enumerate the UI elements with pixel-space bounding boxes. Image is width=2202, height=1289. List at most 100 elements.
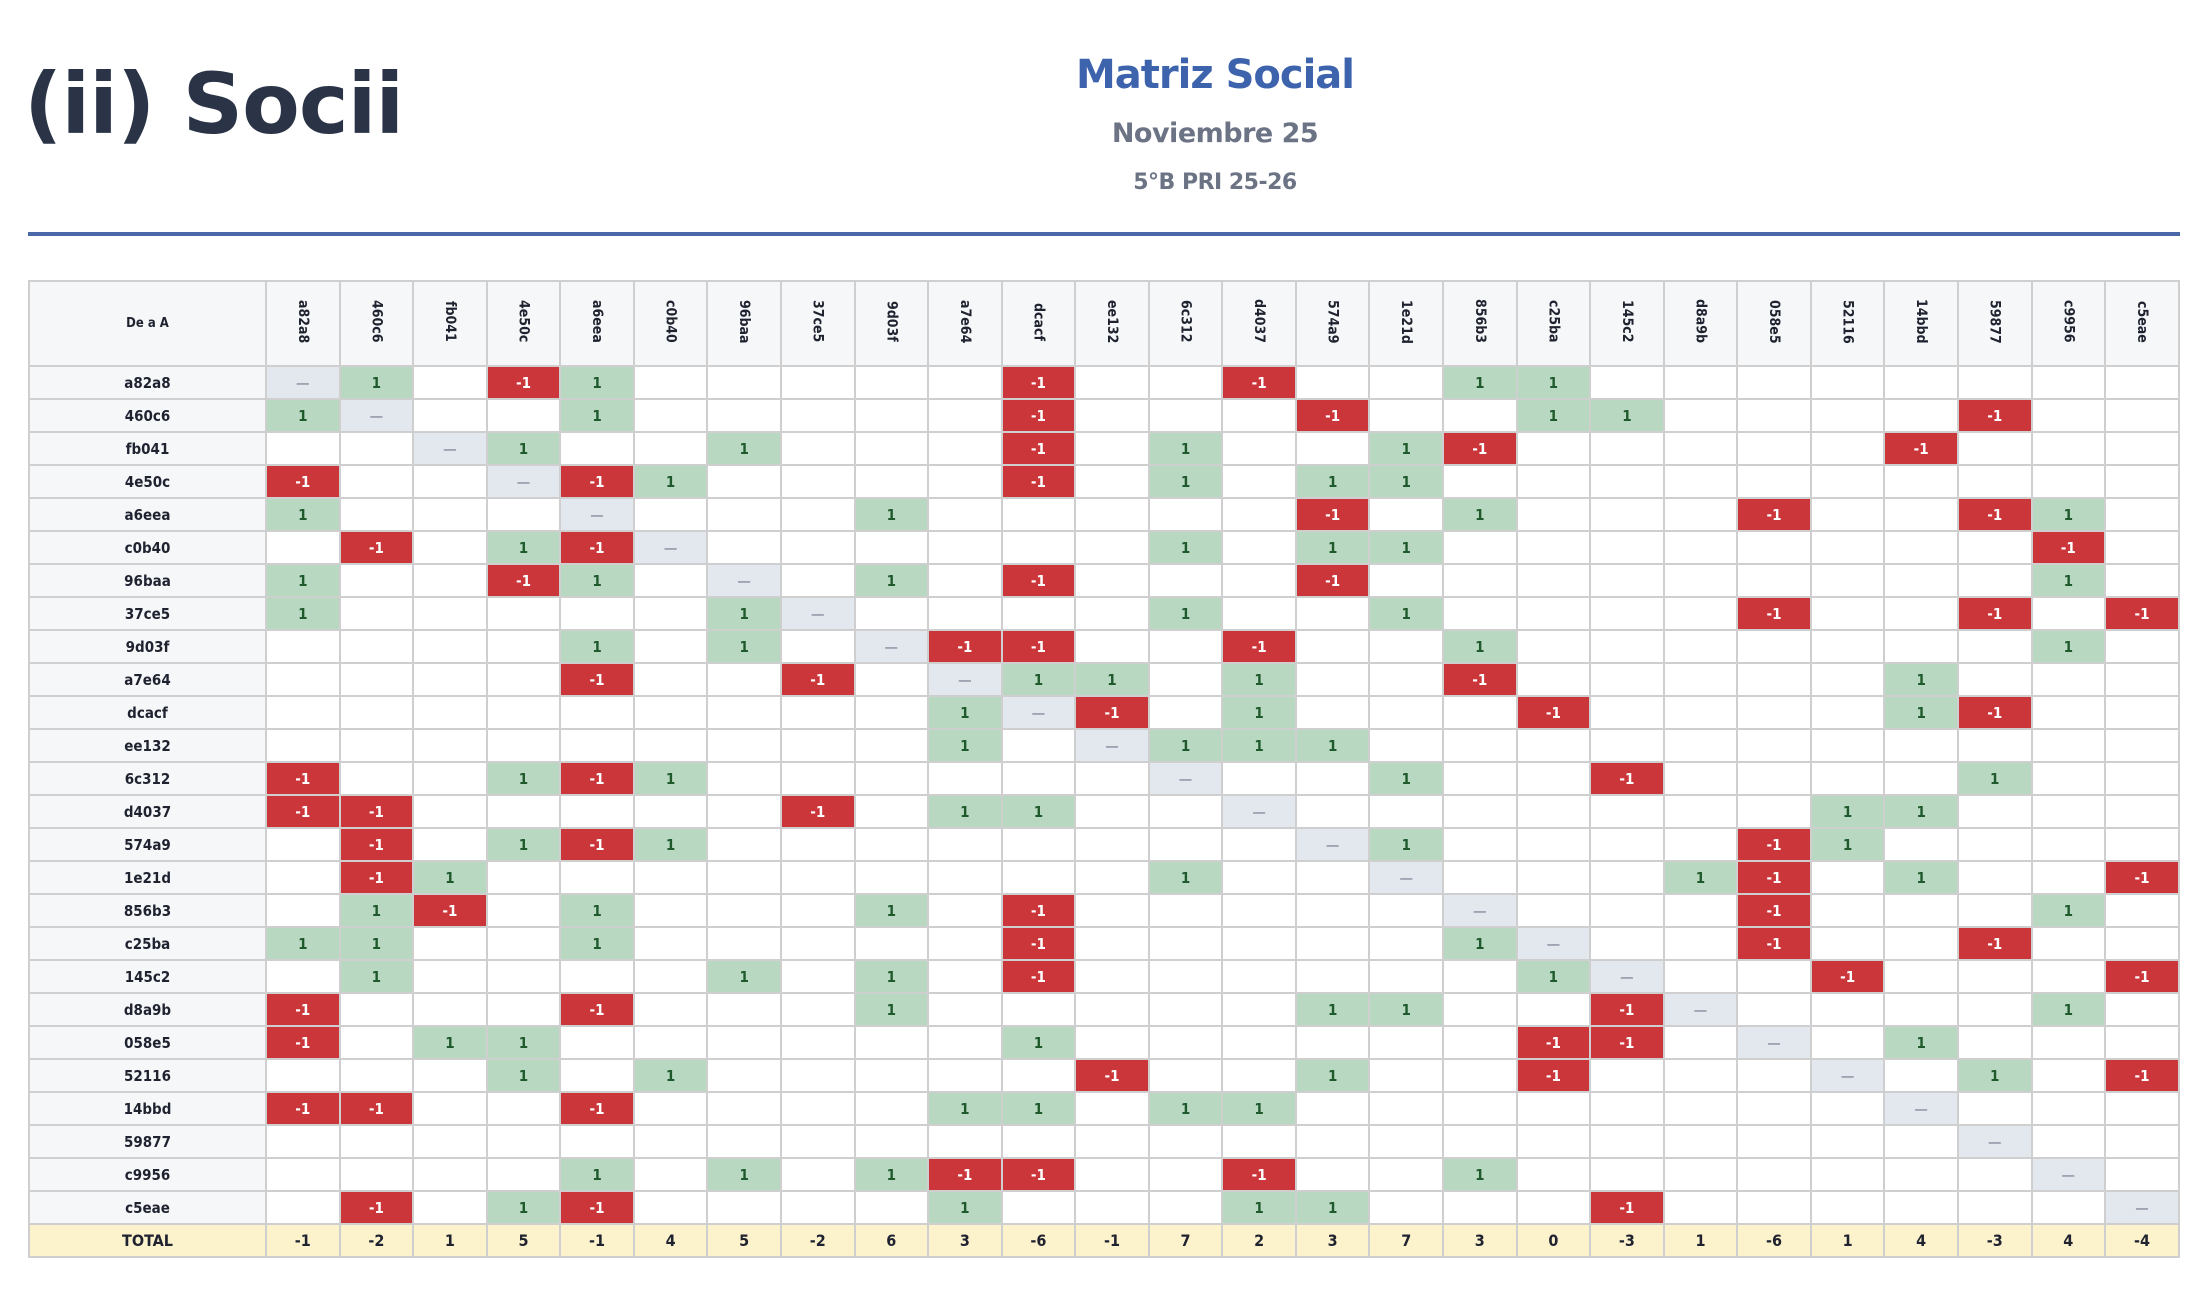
positive-cell: 1 xyxy=(706,959,782,994)
matrix-cell xyxy=(559,728,635,763)
diagonal-cell: — xyxy=(1662,992,1739,1027)
negative-cell: -1 xyxy=(1294,398,1371,433)
matrix-cell xyxy=(1294,662,1371,697)
diagonal-cell: — xyxy=(853,629,930,664)
negative-cell: -1 xyxy=(265,761,341,796)
total-cell: 6 xyxy=(853,1223,930,1258)
positive-cell: 1 xyxy=(485,1190,562,1225)
matrix-cell xyxy=(265,1190,341,1225)
negative-cell: -1 xyxy=(1000,926,1077,961)
matrix-cell xyxy=(338,497,415,532)
matrix-cell xyxy=(1883,1157,1959,1192)
positive-cell: 1 xyxy=(1883,1025,1959,1060)
column-header-label: 37ce5 xyxy=(809,300,826,343)
matrix-cell xyxy=(1221,563,1297,598)
positive-cell: 1 xyxy=(559,926,635,961)
matrix-cell xyxy=(927,926,1003,961)
matrix-cell xyxy=(1294,695,1371,730)
matrix-cell xyxy=(853,398,930,433)
matrix-cell xyxy=(1883,530,1959,565)
positive-cell: 1 xyxy=(559,365,635,400)
matrix-cell xyxy=(1074,1157,1150,1192)
row-header: a82a8 xyxy=(28,365,267,400)
matrix-cell xyxy=(265,530,341,565)
positive-cell: 1 xyxy=(1294,1058,1371,1093)
matrix-cell xyxy=(559,959,635,994)
matrix-cell xyxy=(1147,1058,1224,1093)
total-cell: -3 xyxy=(1956,1223,2033,1258)
matrix-cell xyxy=(1883,1058,1959,1093)
row-header: 574a9 xyxy=(28,827,267,862)
matrix-cell xyxy=(1147,695,1224,730)
matrix-cell xyxy=(338,1124,415,1159)
matrix-cell xyxy=(1589,431,1665,466)
matrix-cell xyxy=(632,431,709,466)
matrix-cell xyxy=(2030,926,2107,961)
positive-cell: 1 xyxy=(1442,365,1518,400)
positive-cell: 1 xyxy=(1147,1091,1224,1126)
matrix-cell xyxy=(559,1025,635,1060)
matrix-cell xyxy=(265,431,341,466)
row-header: ee132 xyxy=(28,728,267,763)
matrix-cell xyxy=(2030,365,2107,400)
matrix-cell xyxy=(1294,1124,1371,1159)
matrix-cell xyxy=(1809,563,1886,598)
matrix-cell xyxy=(1294,596,1371,631)
matrix-cell xyxy=(853,1025,930,1060)
matrix-cell xyxy=(485,728,562,763)
positive-cell: 1 xyxy=(853,1157,930,1192)
matrix-cell xyxy=(1662,926,1739,961)
row-header: 6c312 xyxy=(28,761,267,796)
negative-cell: -1 xyxy=(2104,959,2180,994)
matrix-cell xyxy=(1442,530,1518,565)
matrix-cell xyxy=(1294,1157,1371,1192)
matrix-cell xyxy=(1000,827,1077,862)
diagonal-cell: — xyxy=(485,464,562,499)
matrix-cell xyxy=(853,596,930,631)
matrix-cell xyxy=(1515,893,1592,928)
matrix-cell xyxy=(1074,860,1150,895)
matrix-cell xyxy=(412,662,488,697)
matrix-cell xyxy=(706,926,782,961)
column-header-145c2: 145c2 xyxy=(1589,280,1665,367)
matrix-cell xyxy=(1809,695,1886,730)
matrix-cell xyxy=(706,1025,782,1060)
total-cell: 3 xyxy=(1294,1223,1371,1258)
table-row: d4037 -1 -1 -1 1 1—1 1 xyxy=(28,794,2180,829)
matrix-cell xyxy=(706,530,782,565)
positive-cell: 1 xyxy=(338,365,415,400)
matrix-cell xyxy=(1809,629,1886,664)
table-row: 37ce5 1 1—1 1 -1 -1 -1 xyxy=(28,596,2180,631)
matrix-cell xyxy=(1809,431,1886,466)
matrix-cell xyxy=(1809,398,1886,433)
column-header-a6eea: a6eea xyxy=(559,280,635,367)
positive-cell: 1 xyxy=(1809,827,1886,862)
negative-cell: -1 xyxy=(559,1091,635,1126)
matrix-cell xyxy=(1736,1058,1812,1093)
positive-cell: 1 xyxy=(1956,1058,2033,1093)
matrix-cell xyxy=(485,926,562,961)
diagonal-cell: — xyxy=(2104,1190,2180,1225)
negative-cell: -1 xyxy=(338,794,415,829)
matrix-cell xyxy=(1294,1025,1371,1060)
column-header-label: a7e64 xyxy=(956,299,973,344)
matrix-cell xyxy=(2030,827,2107,862)
matrix-cell xyxy=(1074,1190,1150,1225)
matrix-cell xyxy=(1589,893,1665,928)
matrix-cell xyxy=(2104,365,2180,400)
positive-cell: 1 xyxy=(412,860,488,895)
diagonal-cell: — xyxy=(927,662,1003,697)
matrix-cell xyxy=(632,1190,709,1225)
diagonal-cell: — xyxy=(1515,926,1592,961)
matrix-cell xyxy=(1147,365,1224,400)
table-row: c25ba 1 1 1 -1 1— -1 -1 xyxy=(28,926,2180,961)
matrix-cell xyxy=(2030,959,2107,994)
row-header: a6eea xyxy=(28,497,267,532)
positive-cell: 1 xyxy=(559,629,635,664)
matrix-cell xyxy=(265,860,341,895)
matrix-cell xyxy=(2030,464,2107,499)
matrix-cell xyxy=(632,728,709,763)
column-header-856b3: 856b3 xyxy=(1442,280,1518,367)
matrix-cell xyxy=(1368,365,1444,400)
matrix-cell xyxy=(1515,596,1592,631)
